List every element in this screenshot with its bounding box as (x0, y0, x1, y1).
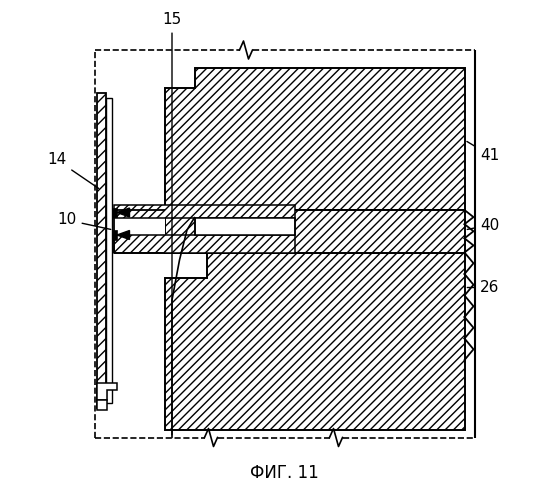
Polygon shape (113, 205, 295, 218)
Polygon shape (117, 230, 130, 239)
Polygon shape (97, 382, 117, 400)
Polygon shape (113, 208, 117, 217)
Polygon shape (117, 208, 130, 217)
Polygon shape (113, 235, 295, 252)
Polygon shape (106, 98, 112, 403)
Text: 26: 26 (467, 280, 499, 295)
Polygon shape (113, 210, 164, 252)
Polygon shape (97, 92, 106, 407)
Text: 14: 14 (48, 152, 99, 188)
Polygon shape (113, 230, 117, 239)
Polygon shape (164, 68, 465, 210)
Polygon shape (164, 210, 465, 252)
Text: 40: 40 (467, 218, 499, 232)
Polygon shape (195, 218, 295, 235)
Text: 15: 15 (162, 12, 182, 434)
Polygon shape (164, 252, 465, 430)
Text: 10: 10 (58, 212, 111, 230)
Text: 41: 41 (467, 142, 499, 163)
Polygon shape (97, 400, 107, 410)
Text: ФИГ. 11: ФИГ. 11 (250, 464, 319, 481)
